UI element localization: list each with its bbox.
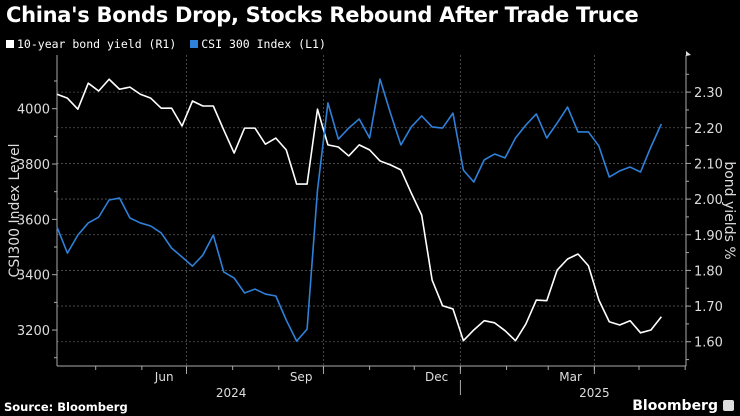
right-tick-label: 2.10 bbox=[694, 157, 723, 172]
legend-swatch-bond-yield bbox=[6, 40, 14, 48]
x-year-label: 2024 bbox=[216, 386, 247, 400]
legend-label-bond-yield: 10-year bond yield (R1) bbox=[17, 37, 177, 51]
bloomberg-chart-icon bbox=[723, 400, 734, 411]
right-tick-label: 1.80 bbox=[694, 264, 723, 279]
legend-label-csi300: CSI 300 Index (L1) bbox=[201, 37, 326, 51]
left-axis-title: CSI300 Index Level bbox=[7, 144, 23, 278]
legend-item-csi300: CSI 300 Index (L1) bbox=[190, 37, 326, 51]
left-tick-label: 3800 bbox=[17, 158, 50, 173]
x-tick-label: Jun bbox=[154, 370, 174, 384]
x-tick-label: Dec bbox=[425, 370, 448, 384]
source-note: Source: Bloomberg bbox=[4, 400, 128, 414]
left-tick-label: 4000 bbox=[17, 103, 50, 118]
bloomberg-logo: Bloomberg bbox=[632, 398, 718, 414]
chart-title: China's Bonds Drop, Stocks Rebound After… bbox=[6, 3, 639, 27]
legend-swatch-csi300 bbox=[190, 40, 199, 48]
csi300-line bbox=[56, 78, 663, 342]
left-tick-label: 3400 bbox=[17, 269, 50, 284]
right-axis-arrow bbox=[686, 51, 691, 56]
right-tick-label: 1.70 bbox=[694, 300, 723, 315]
left-tick-label: 3200 bbox=[17, 324, 50, 339]
legend-item-bond-yield: 10-year bond yield (R1) bbox=[6, 37, 176, 51]
x-tick-label: Mar bbox=[559, 370, 582, 384]
right-tick-label: 1.90 bbox=[694, 229, 723, 244]
x-tick-label: Sep bbox=[290, 370, 313, 384]
legend: 10-year bond yield (R1) CSI 300 Index (L… bbox=[6, 37, 326, 51]
right-tick-label: 2.00 bbox=[694, 193, 723, 208]
left-tick-label: 3600 bbox=[17, 213, 50, 228]
x-year-label: 2025 bbox=[579, 386, 610, 400]
right-tick-label: 1.60 bbox=[694, 336, 723, 351]
right-tick-label: 2.30 bbox=[694, 86, 723, 101]
right-axis-title: bond yields % bbox=[721, 161, 737, 259]
right-tick-label: 2.20 bbox=[694, 122, 723, 137]
